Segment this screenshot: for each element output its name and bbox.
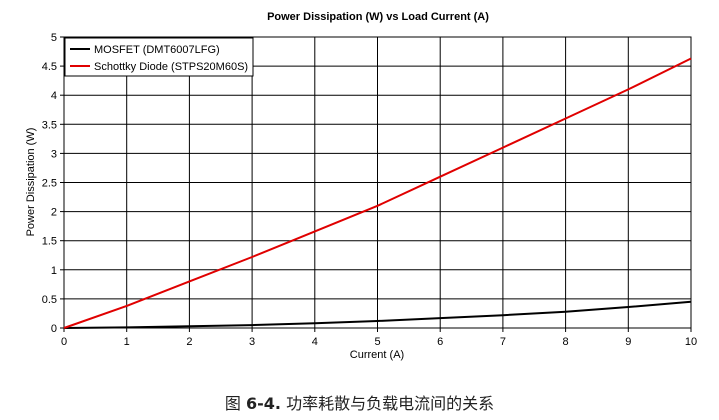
x-tick-label: 3 [249,336,255,348]
legend-label-mosfet: MOSFET (DMT6007LFG) [94,44,220,56]
x-tick-label: 0 [61,336,67,348]
caption-number: 6-4. [246,394,281,413]
power-dissipation-chart: Power Dissipation (W) vs Load Current (A… [25,11,697,361]
series-lines [63,57,692,329]
x-tick-label: 4 [312,336,318,348]
y-tick-label: 0 [51,323,57,335]
x-axis-ticks: 0 1 2 3 4 5 6 7 8 9 10 [61,328,697,348]
x-tick-label: 7 [500,336,506,348]
x-tick-label: 10 [685,336,697,348]
x-tick-label: 2 [186,336,192,348]
y-tick-label: 4 [51,90,57,102]
y-tick-label: 5 [51,32,57,44]
caption-prefix: 图 [224,394,246,413]
chart-title: Power Dissipation (W) vs Load Current (A… [267,11,489,23]
x-tick-label: 8 [563,336,569,348]
y-tick-label: 4.5 [42,61,57,73]
series-line-schottky [63,57,692,329]
grid-lines [64,37,691,328]
y-tick-label: 2 [51,207,57,219]
y-tick-label: 1.5 [42,236,57,248]
x-tick-label: 1 [124,336,130,348]
y-axis-label: Power Dissipation (W) [25,128,37,237]
legend-box [64,37,254,77]
legend: MOSFET (DMT6007LFG) Schottky Diode (STPS… [64,37,254,77]
y-tick-label: 3 [51,148,57,160]
y-axis-ticks: 0 0.5 1 1.5 2 2.5 3 3.5 4 4.5 5 [42,32,64,335]
caption-text: 功率耗散与负载电流间的关系 [280,394,495,413]
x-axis-label: Current (A) [350,349,404,361]
y-tick-label: 3.5 [42,119,57,131]
x-tick-label: 6 [437,336,443,348]
figure-caption: 图 6-4. 功率耗散与负载电流间的关系 [0,390,719,414]
y-tick-label: 0.5 [42,294,57,306]
legend-label-schottky: Schottky Diode (STPS20M60S) [94,61,248,73]
y-tick-label: 1 [51,265,57,277]
x-tick-label: 9 [625,336,631,348]
series-line-mosfet [63,300,692,329]
x-tick-label: 5 [374,336,380,348]
y-tick-label: 2.5 [42,178,57,190]
